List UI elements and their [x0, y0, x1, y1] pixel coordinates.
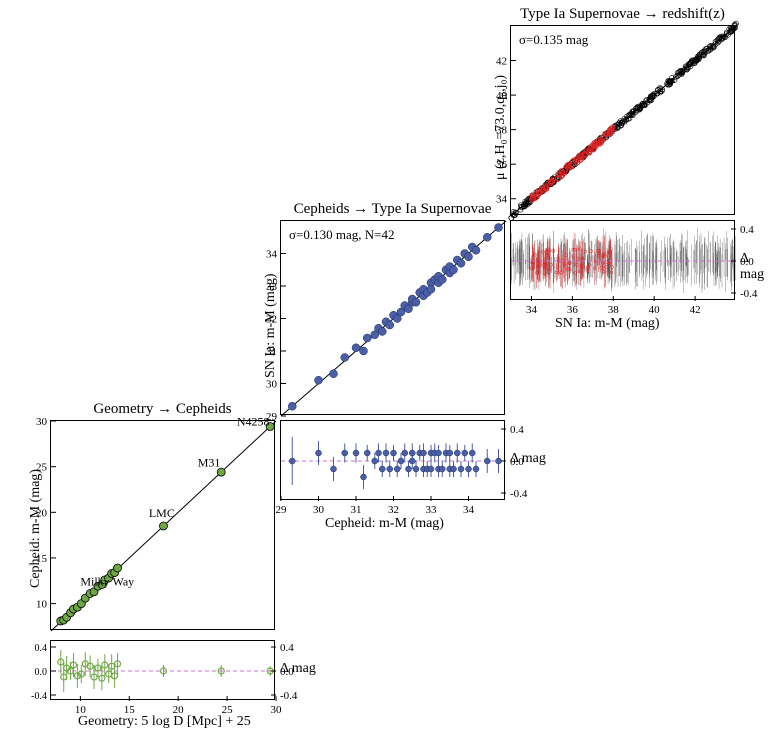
- svg-text:30: 30: [271, 704, 283, 716]
- panel1-resid: 1015202530-0.4-0.40.00.00.40.4: [50, 640, 275, 700]
- svg-text:-0.4: -0.4: [510, 488, 528, 500]
- panel3-main: 3436384042 σ=0.135 mag: [510, 25, 735, 215]
- panel2-resid: 293031323334-0.40.00.4: [280, 420, 505, 500]
- svg-text:32: 32: [388, 504, 399, 516]
- svg-text:N4258: N4258: [237, 415, 270, 429]
- svg-text:0.4: 0.4: [740, 224, 754, 236]
- panel3-title: Type Ia Supernovae → redshift(z): [510, 6, 735, 23]
- svg-text:30: 30: [313, 504, 325, 516]
- svg-text:36: 36: [567, 304, 579, 316]
- svg-text:LMC: LMC: [149, 506, 175, 520]
- panel2-title: Cepheids → Type Ia Supernovae: [280, 201, 505, 218]
- svg-text:42: 42: [496, 56, 507, 68]
- svg-text:33: 33: [426, 504, 438, 516]
- svg-text:0.0: 0.0: [35, 667, 48, 678]
- panel3-sigma: σ=0.135 mag: [519, 32, 588, 48]
- panel1-ylabel: Cepheid: m-M (mag): [28, 469, 44, 588]
- svg-text:30: 30: [266, 379, 278, 391]
- svg-text:-0.4: -0.4: [740, 288, 758, 300]
- panel3-xlabel: SN Ia: m-M (mag): [555, 316, 660, 332]
- panel3-resid-ylabel: Δ mag: [740, 251, 768, 283]
- panel3-resid: 3436384042-0.40.00.4: [510, 220, 735, 300]
- svg-text:34: 34: [526, 304, 538, 316]
- svg-text:40: 40: [649, 304, 661, 316]
- panel1-main: Milky WayLMCM31N42581015202530: [50, 420, 275, 630]
- svg-text:34: 34: [463, 504, 475, 516]
- panel2-ylabel: SN Ia: m-M (mag): [263, 273, 279, 378]
- svg-text:38: 38: [608, 304, 620, 316]
- svg-text:10: 10: [36, 599, 48, 611]
- svg-text:-0.4: -0.4: [31, 691, 47, 702]
- svg-text:42: 42: [690, 304, 701, 316]
- panel2-sigma: σ=0.130 mag, N=42: [289, 227, 394, 243]
- panel2-xlabel: Cepheid: m-M (mag): [325, 516, 444, 532]
- svg-text:34: 34: [266, 249, 278, 261]
- svg-text:-0.4: -0.4: [280, 690, 298, 702]
- panel2-main: 293031323334 σ=0.130 mag, N=42: [280, 220, 505, 415]
- svg-text:29: 29: [276, 504, 288, 516]
- svg-text:0.4: 0.4: [280, 642, 294, 654]
- svg-text:0.4: 0.4: [510, 424, 524, 436]
- panel3-ylabel: μ (z,H₀=73.0,q₀,j₀): [493, 75, 509, 180]
- svg-text:Milky Way: Milky Way: [80, 574, 134, 588]
- svg-text:M31: M31: [198, 456, 221, 470]
- svg-text:31: 31: [351, 504, 362, 516]
- panel1-resid-ylabel: Δ mag: [280, 661, 316, 677]
- panel2-resid-ylabel: Δ mag: [510, 451, 546, 467]
- svg-text:30: 30: [36, 416, 48, 428]
- svg-text:0.4: 0.4: [35, 643, 48, 654]
